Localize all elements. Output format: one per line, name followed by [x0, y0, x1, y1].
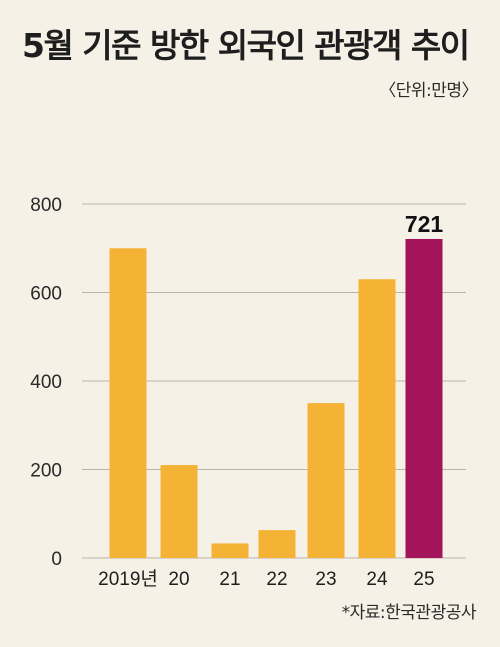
x-tick-label: 23 [315, 569, 336, 590]
x-tick-label: 24 [366, 569, 388, 590]
bar [307, 403, 345, 558]
bar [358, 279, 396, 558]
x-tick-label: 20 [168, 569, 189, 590]
bar [258, 530, 296, 558]
chart-title: 5월 기준 방한 외국인 관광객 추이 [22, 26, 470, 65]
x-tick-label: 22 [266, 569, 287, 590]
y-tick-label: 600 [30, 284, 62, 305]
y-tick-label: 400 [30, 372, 62, 393]
x-axis-labels: 2019년 20 21 22 23 24 25 [98, 568, 434, 590]
y-axis-ticks: 0 200 400 600 800 [30, 195, 62, 570]
x-tick-label: 21 [219, 569, 240, 590]
y-tick-label: 200 [30, 461, 62, 482]
y-tick-label: 0 [51, 549, 62, 570]
x-tick-label: 25 [413, 569, 434, 590]
bar [405, 238, 443, 558]
y-tick-label: 800 [30, 195, 62, 216]
bar [109, 248, 147, 558]
bar [211, 543, 249, 558]
source-note: *자료:한국관광공사 [341, 603, 477, 623]
bar [160, 465, 198, 558]
unit-label: 〈단위:만명〉 [379, 81, 478, 101]
x-tick-label: 2019년 [98, 568, 158, 590]
data-label: 721 [405, 211, 444, 237]
bars [109, 238, 443, 558]
data-labels: 721 [405, 211, 444, 237]
